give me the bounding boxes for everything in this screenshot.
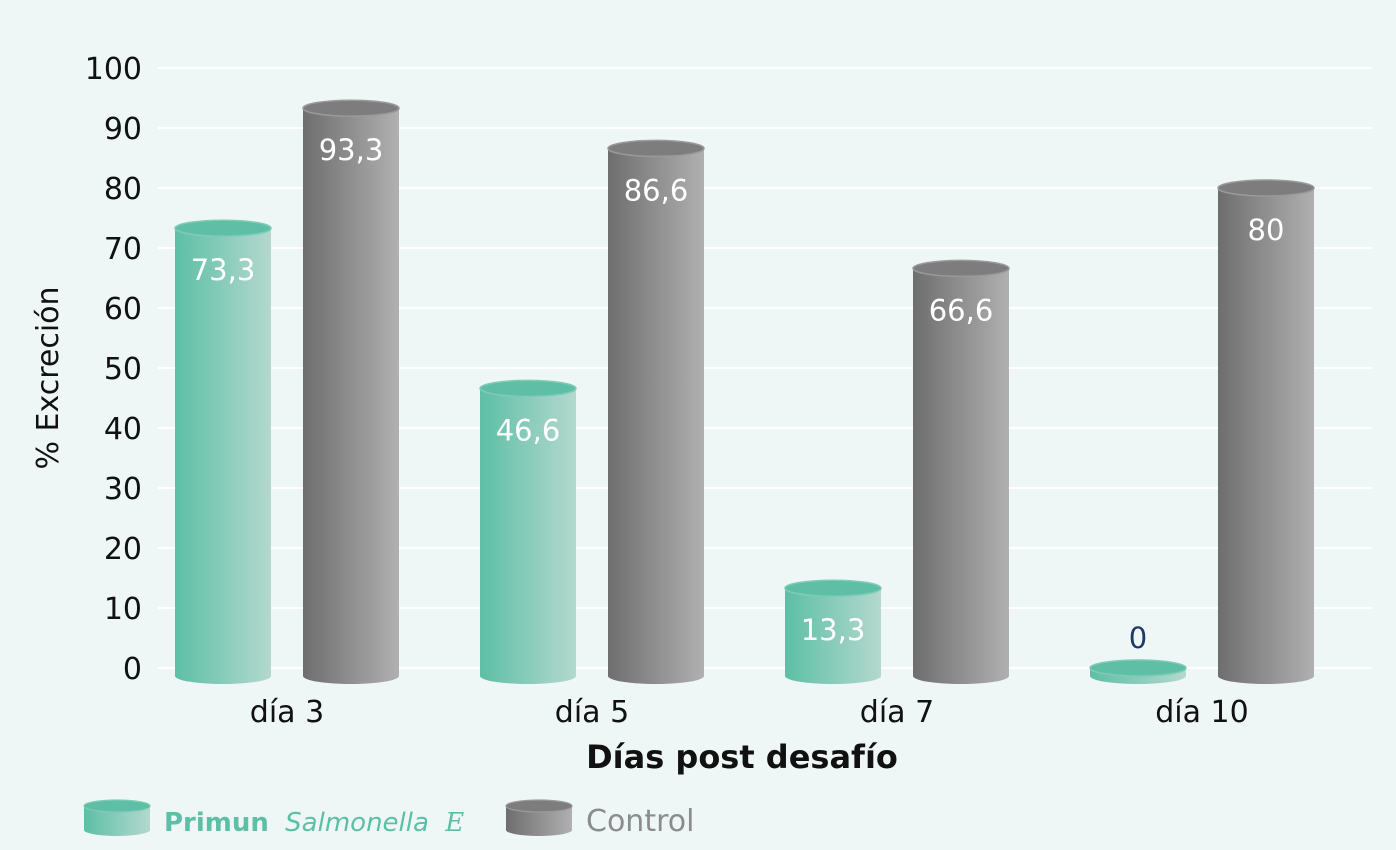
bar: 93,3 xyxy=(302,99,400,684)
bar: 73,3 xyxy=(174,219,272,684)
data-label: 0 xyxy=(1129,621,1147,655)
legend-swatch-body xyxy=(84,806,150,836)
bar-top xyxy=(912,259,1010,278)
data-label: 86,6 xyxy=(624,173,689,207)
x-tick-label: día 3 xyxy=(250,695,324,730)
legend-product-text: Salmonella xyxy=(285,808,429,838)
legend-label-control: Control xyxy=(586,804,694,839)
data-label: 80 xyxy=(1248,213,1285,247)
bar-top xyxy=(302,99,400,117)
x-tick-label: día 10 xyxy=(1155,695,1248,730)
legend-swatch-control xyxy=(505,799,573,836)
bar-top xyxy=(479,379,577,398)
bars: 73,3 93,3 46,6 86,6 13,3 66,6 0 80 xyxy=(174,99,1315,684)
bar: 13,3 xyxy=(784,579,882,684)
bar-body xyxy=(1218,188,1314,684)
bar: 86,6 xyxy=(607,139,705,684)
data-label: 93,3 xyxy=(319,133,384,167)
data-label: 13,3 xyxy=(801,613,866,647)
bar-top xyxy=(174,219,272,237)
y-tick-label: 30 xyxy=(104,472,142,507)
y-tick-label: 50 xyxy=(104,352,142,387)
legend-brand-text: Primun xyxy=(164,808,269,838)
x-tick-label: día 5 xyxy=(555,695,629,730)
y-axis-ticks: 0 10 20 30 40 50 60 70 80 90 100 xyxy=(85,52,142,687)
legend: Primun Salmonella E Control xyxy=(83,799,694,839)
y-tick-label: 70 xyxy=(104,232,142,267)
bar-body xyxy=(913,268,1009,684)
legend-swatch-primun xyxy=(83,799,151,836)
bar-body xyxy=(608,148,704,684)
legend-label-primun: Primun Salmonella E xyxy=(164,808,464,838)
bar-top xyxy=(607,139,705,158)
bar: 0 xyxy=(1089,621,1187,684)
bar-body xyxy=(480,388,576,684)
y-tick-label: 80 xyxy=(104,172,142,207)
bar: 46,6 xyxy=(479,379,577,684)
bar: 80 xyxy=(1217,179,1315,684)
y-tick-label: 90 xyxy=(104,112,142,147)
bar-body xyxy=(785,588,881,684)
legend-swatch-top xyxy=(83,799,151,813)
bar-body xyxy=(175,228,271,684)
y-tick-label: 60 xyxy=(104,292,142,327)
legend-suffix-text: E xyxy=(444,808,464,838)
bar-top xyxy=(784,579,882,597)
legend-item-control: Control xyxy=(505,799,694,839)
x-axis-label: Días post desafío xyxy=(586,738,898,776)
y-tick-label: 40 xyxy=(104,412,142,447)
data-label: 66,6 xyxy=(929,293,994,327)
bar: 66,6 xyxy=(912,259,1010,684)
y-tick-label: 100 xyxy=(85,52,142,87)
legend-item-primun: Primun Salmonella E xyxy=(83,799,464,838)
x-tick-label: día 7 xyxy=(860,695,934,730)
data-label: 73,3 xyxy=(191,253,256,287)
y-tick-label: 20 xyxy=(104,532,142,567)
y-axis-label: % Excreción xyxy=(31,286,66,469)
legend-swatch-top xyxy=(505,799,573,813)
legend-swatch-body xyxy=(506,806,572,836)
y-tick-label: 0 xyxy=(123,652,142,687)
bar-body xyxy=(303,108,399,684)
y-tick-label: 10 xyxy=(104,592,142,627)
data-label: 46,6 xyxy=(496,413,561,447)
bar-top xyxy=(1089,659,1187,677)
bar-top xyxy=(1217,179,1315,197)
x-axis-ticks: día 3 día 5 día 7 día 10 xyxy=(250,695,1249,730)
